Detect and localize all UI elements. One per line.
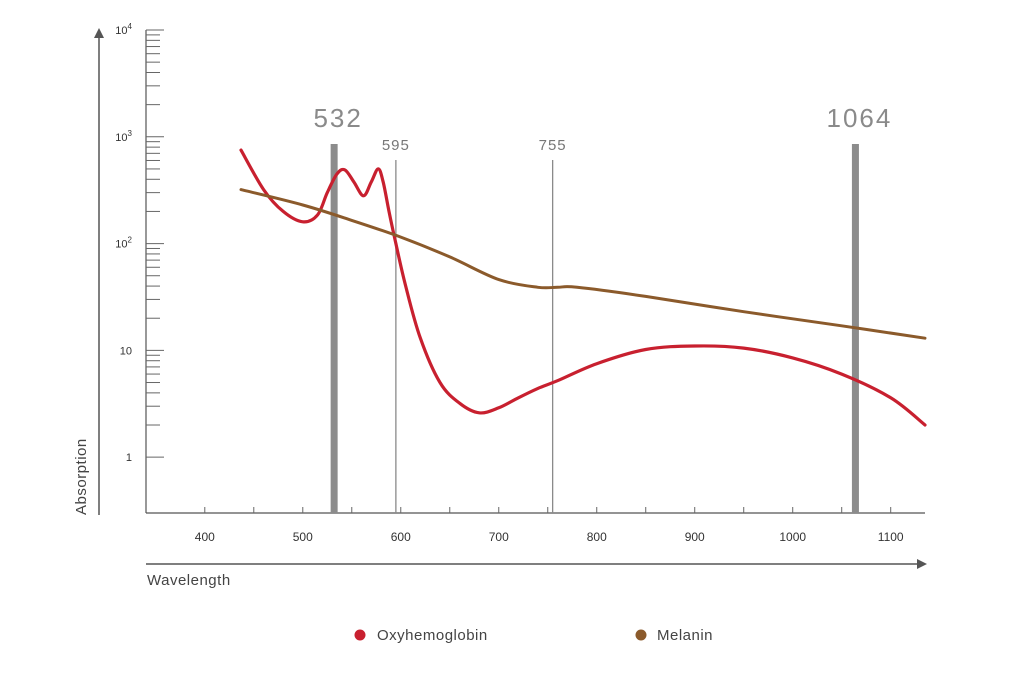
- x-tick-label: 1000: [779, 530, 806, 544]
- legend: Oxyhemoglobin Melanin: [354, 627, 713, 644]
- y-tick-label: 103: [115, 129, 132, 144]
- y-tick-label: 1: [126, 452, 132, 464]
- marker-label-595: 595: [382, 137, 410, 154]
- x-tick-label: 800: [587, 530, 607, 544]
- y-axis-title: Absorption: [73, 438, 90, 515]
- legend-swatch-melanin: [635, 629, 647, 641]
- x-tick-label: 700: [489, 530, 509, 544]
- legend-item-oxyhemoglobin: Oxyhemoglobin: [354, 627, 488, 644]
- x-ticks: 400 500 600 700 800 900 1000 1100: [195, 507, 904, 544]
- series-lines: [239, 148, 927, 427]
- x-tick-label: 900: [685, 530, 705, 544]
- legend-label-oxyhemoglobin: Oxyhemoglobin: [377, 627, 488, 644]
- x-axis-title: Wavelength: [147, 572, 231, 589]
- axes: [94, 28, 927, 569]
- marker-label-755: 755: [539, 137, 567, 154]
- legend-item-melanin: Melanin: [635, 627, 713, 644]
- y-tick-label: 104: [115, 22, 132, 37]
- y-minor-ticks: [146, 29, 164, 458]
- series-line-melanin: [239, 188, 927, 340]
- marker-label-532: 532: [313, 103, 362, 133]
- y-tick-label: 10: [120, 345, 132, 357]
- legend-label-melanin: Melanin: [657, 627, 713, 644]
- y-tick-label: 102: [115, 236, 132, 251]
- x-tick-label: 1100: [878, 530, 904, 544]
- marker-label-1064: 1064: [827, 103, 893, 133]
- x-tick-label: 600: [391, 530, 411, 544]
- y-ticks: 1 10 102 103 104: [115, 22, 132, 464]
- x-tick-label: 500: [293, 530, 313, 544]
- legend-swatch-oxyhemoglobin: [354, 629, 366, 641]
- wavelength-markers: 532 595 755 1064: [313, 103, 893, 513]
- series-line-oxyhemoglobin: [239, 148, 927, 427]
- x-tick-label: 400: [195, 530, 215, 544]
